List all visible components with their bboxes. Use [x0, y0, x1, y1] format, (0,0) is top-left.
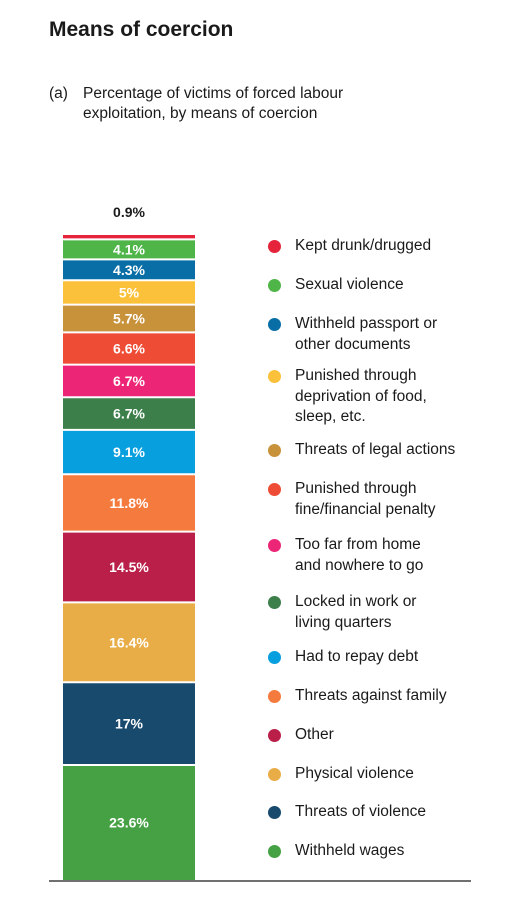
data-label: 11.8% [110, 495, 149, 511]
data-label: 4.3% [113, 262, 145, 278]
legend-label: Locked in work or living quarters [295, 593, 417, 631]
legend-label: Threats against family [295, 687, 447, 704]
bar-segment-3: 5% [63, 279, 195, 305]
bar-segment-9: 11.8% [63, 473, 195, 532]
bar-segment-1: 4.1% [63, 238, 195, 260]
legend-swatch [268, 845, 281, 858]
data-label: 14.5% [109, 559, 149, 575]
legend-label: Threats of violence [295, 803, 426, 820]
legend-label: Withheld wages [295, 842, 405, 859]
chart-subtitle: (a) Percentage of victims of forced labou… [49, 84, 343, 124]
data-label: 17% [115, 716, 144, 732]
data-label: 9.1% [113, 444, 145, 460]
bar-segment-2: 4.3% [63, 258, 195, 281]
bar-segment-0: 0.9% [63, 204, 195, 240]
bar-segment-rect [63, 474, 195, 532]
bar-segment-5: 6.6% [63, 331, 195, 365]
bar-segment-rect [63, 397, 195, 430]
subtitle-line-2: exploitation, by means of coercion [83, 105, 318, 122]
bar-segment-11: 16.4% [63, 601, 195, 683]
data-label: 5% [119, 284, 140, 300]
bar-segment-rect [63, 682, 195, 766]
legend-swatch [268, 806, 281, 819]
bar-segment-rect [63, 765, 195, 880]
legend-swatch [268, 768, 281, 781]
legend-swatch [268, 690, 281, 703]
bar-segment-rect [63, 364, 195, 398]
data-label: 23.6% [109, 815, 149, 831]
legend-swatch [268, 651, 281, 664]
legend-swatch [268, 483, 281, 496]
legend-label: Too far from home and nowhere to go [295, 536, 424, 574]
subtitle-tag: (a) [49, 85, 68, 102]
data-label: 0.9% [113, 204, 145, 220]
legend-swatch [268, 370, 281, 383]
legend-label: Other [295, 726, 334, 743]
legend-label: Punished through fine/financial penalty [295, 480, 436, 518]
legend-label: Physical violence [295, 765, 414, 782]
data-label: 6.7% [113, 373, 145, 389]
legend-swatch [268, 539, 281, 552]
bar-segment-4: 5.7% [63, 303, 195, 333]
legend-label: Kept drunk/drugged [295, 237, 432, 254]
subtitle-line-1: Percentage of victims of forced labour [83, 85, 344, 102]
legend-swatch [268, 444, 281, 457]
legend-label: Withheld passport or other documents [295, 315, 438, 353]
legend-label: Had to repay debt [295, 648, 419, 665]
bar-segment-rect [63, 531, 195, 603]
data-label: 16.4% [109, 634, 149, 650]
legend-label: Punished through deprivation of food, sl… [295, 367, 427, 425]
legend-label: Threats of legal actions [295, 441, 456, 458]
bar-segment-8: 9.1% [63, 428, 195, 475]
bar-segment-rect [63, 239, 195, 260]
bar-segment-rect [63, 304, 195, 333]
data-label: 6.6% [113, 341, 145, 357]
data-label: 4.1% [113, 241, 145, 257]
bar-segment-10: 14.5% [63, 530, 195, 603]
bar-segment-rect [63, 280, 195, 305]
legend-swatch [268, 240, 281, 253]
legend-swatch [268, 729, 281, 742]
bar-segment-6: 6.7% [63, 363, 195, 398]
page-title: Means of coercion [49, 18, 234, 41]
legend-swatch [268, 596, 281, 609]
bar-segment-7: 6.7% [63, 396, 195, 430]
bar-segment-rect [63, 332, 195, 365]
bar-segment-12: 17% [63, 681, 195, 766]
legend-swatch [268, 318, 281, 331]
data-label: 6.7% [113, 406, 145, 422]
legend-label: Sexual violence [295, 276, 404, 293]
bar-segment-rect [63, 259, 195, 281]
bar-segment-rect [63, 235, 195, 240]
legend-swatch [268, 279, 281, 292]
bar-segment-rect [63, 602, 195, 683]
bar-segment-rect [63, 429, 195, 475]
bar-segment-13: 23.6% [63, 764, 195, 880]
data-label: 5.7% [113, 311, 145, 327]
